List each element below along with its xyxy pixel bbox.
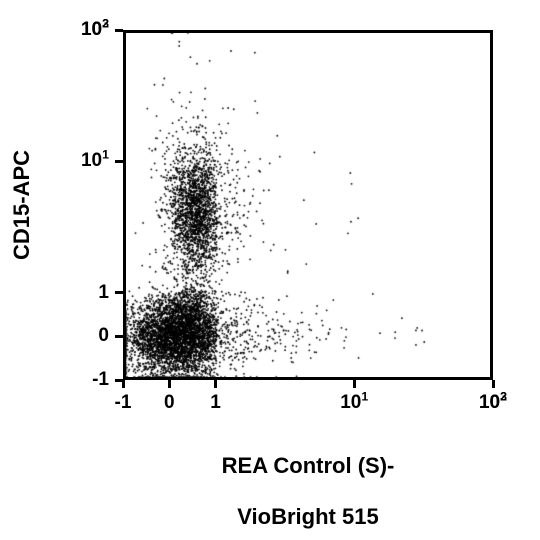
- x-tick-mark: [168, 380, 171, 388]
- y-tick-mark: [115, 291, 123, 294]
- plot-area-wrap: [123, 30, 493, 380]
- x-axis-title-line1: REA Control (S)-: [222, 453, 395, 478]
- y-tick-label: -1: [92, 369, 109, 391]
- y-tick-mark: [115, 160, 123, 163]
- x-axis-title-line2: VioBright 515: [237, 504, 378, 529]
- x-tick-mark: [353, 380, 356, 388]
- y-axis-title: CD15-APC: [9, 150, 35, 260]
- x-tick-label: -1: [115, 392, 132, 414]
- y-tick-mark: [115, 335, 123, 338]
- figure-container: CD15-APC REA Control (S)- VioBright 515 …: [0, 0, 540, 540]
- x-tick-label: 1: [210, 392, 221, 414]
- x-tick-label: 0: [164, 392, 175, 414]
- y-tick-label: 1: [98, 282, 109, 304]
- y-tick-label: 0: [98, 325, 109, 347]
- x-tick-mark: [214, 380, 217, 388]
- y-tick-label: 101: [81, 150, 109, 172]
- x-tick-label: 101: [340, 392, 368, 414]
- y-tick-mark: [115, 29, 123, 32]
- x-axis-title: REA Control (S)- VioBright 515: [222, 428, 395, 529]
- scatter-canvas: [123, 30, 493, 380]
- y-tick-mark: [115, 379, 123, 382]
- y-tick-label: 103: [81, 19, 109, 41]
- x-tick-mark: [492, 380, 495, 388]
- x-tick-label: 103: [479, 392, 507, 414]
